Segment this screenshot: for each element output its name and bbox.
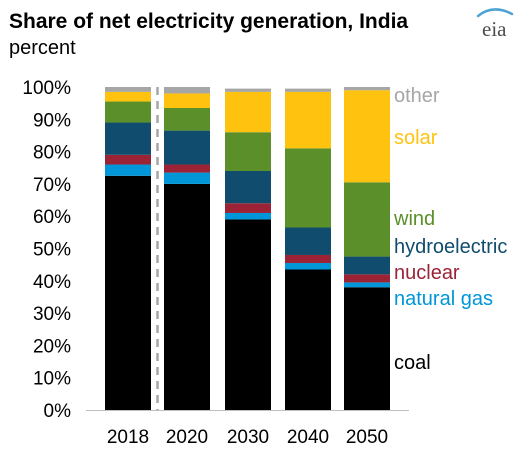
legend-label-wind: wind — [393, 208, 435, 230]
bars — [86, 87, 409, 411]
bar-segment-hydroelectric-2020 — [164, 130, 210, 165]
logo-text: eia — [482, 17, 507, 41]
bar-segment-wind-2040 — [285, 148, 331, 228]
legend-label-coal: coal — [394, 352, 431, 374]
bar-segment-hydroelectric-2040 — [285, 227, 331, 255]
x-axis: 2018 2020 2030 2040 2050 — [107, 427, 388, 448]
y-tick-label: 10% — [33, 369, 71, 390]
bar-segment-wind-2020 — [164, 107, 210, 131]
bar-segment-solar-2040 — [285, 91, 331, 149]
bar-segment-solar-2050 — [344, 90, 390, 183]
bar-segment-other-2040 — [285, 88, 331, 92]
bar-segment-other-2050 — [344, 87, 390, 91]
y-tick-label: 30% — [33, 304, 71, 325]
bar-segment-natural-gas-2018 — [105, 164, 151, 176]
bar-segment-solar-2020 — [164, 93, 210, 108]
y-tick-label: 80% — [33, 143, 71, 164]
bar-segment-hydroelectric-2030 — [225, 170, 271, 204]
bar-segment-natural-gas-2050 — [344, 282, 390, 288]
bar-segment-coal-2018 — [105, 175, 151, 410]
bar-segment-other-2018 — [105, 87, 151, 92]
legend: other solar wind hydroelectric nuclear natura… — [393, 85, 507, 374]
bar-segment-nuclear-2020 — [164, 164, 210, 173]
legend-label-natural-gas: natural gas — [394, 288, 493, 310]
bar-segment-nuclear-2050 — [344, 274, 390, 283]
bar-segment-nuclear-2040 — [285, 254, 331, 264]
legend-label-solar: solar — [394, 127, 438, 149]
bar-segment-natural-gas-2030 — [225, 212, 271, 220]
legend-label-hydroelectric: hydroelectric — [394, 236, 507, 258]
bar-segment-coal-2040 — [285, 269, 331, 410]
bar-segment-coal-2050 — [344, 287, 390, 410]
bar-segment-solar-2030 — [225, 91, 271, 133]
bar-segment-nuclear-2030 — [225, 203, 271, 213]
y-axis: 0% 10% 20% 30% 40% 50% 60% 70% 80% 90% 100% — [22, 78, 71, 422]
y-tick-label: 70% — [33, 175, 71, 196]
bar-segment-hydroelectric-2050 — [344, 256, 390, 275]
bar-segment-coal-2020 — [164, 183, 210, 410]
x-tick-label: 2030 — [227, 427, 269, 448]
bar-segment-other-2030 — [225, 88, 271, 92]
bar-segment-natural-gas-2040 — [285, 263, 331, 270]
y-tick-label: 40% — [33, 272, 71, 293]
bar-segment-nuclear-2018 — [105, 154, 151, 165]
y-tick-label: 0% — [44, 401, 72, 422]
bar-segment-other-2020 — [164, 87, 210, 94]
y-tick-label: 20% — [33, 336, 71, 357]
logo-swoosh — [476, 8, 514, 18]
bar-segment-wind-2030 — [225, 132, 271, 171]
bar-segment-coal-2030 — [225, 219, 271, 410]
legend-label-other: other — [394, 85, 440, 107]
x-tick-label: 2020 — [166, 427, 208, 448]
x-tick-label: 2050 — [346, 427, 388, 448]
bar-segment-solar-2018 — [105, 91, 151, 102]
y-tick-label: 100% — [22, 78, 71, 99]
y-tick-label: 60% — [33, 207, 71, 228]
y-tick-label: 90% — [33, 110, 71, 131]
bar-segment-wind-2050 — [344, 182, 390, 257]
x-tick-label: 2040 — [287, 427, 329, 448]
chart-title: Share of net electricity generation, Ind… — [9, 10, 408, 33]
y-tick-label: 50% — [33, 240, 71, 261]
bar-segment-wind-2018 — [105, 101, 151, 123]
bar-segment-hydroelectric-2018 — [105, 122, 151, 155]
legend-label-nuclear: nuclear — [394, 262, 460, 284]
bar-segment-natural-gas-2020 — [164, 172, 210, 184]
eia-logo: eia — [476, 8, 514, 41]
x-tick-label: 2018 — [107, 427, 149, 448]
chart-subtitle: percent — [9, 37, 76, 59]
